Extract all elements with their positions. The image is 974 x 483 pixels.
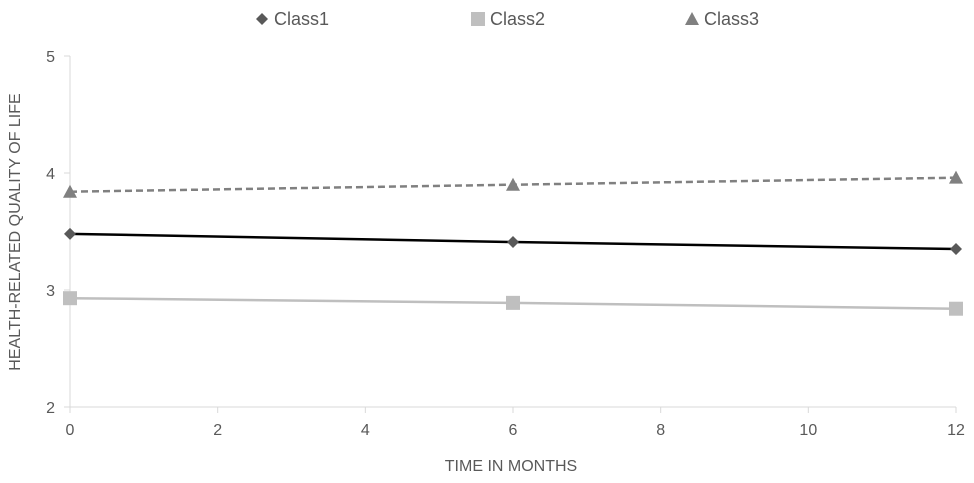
series-layer (63, 170, 963, 316)
x-tick-label: 12 (947, 422, 965, 439)
legend-item-class3: Class3 (685, 9, 759, 29)
x-axis-title: TIME IN MONTHS (445, 458, 577, 475)
x-tick-label: 4 (361, 422, 370, 439)
legend-marker (471, 12, 485, 26)
data-point (506, 295, 520, 310)
legend-marker (685, 12, 699, 25)
data-point (64, 227, 76, 240)
legend-item-class1: Class1 (256, 9, 329, 29)
data-point (949, 301, 963, 316)
y-tick-label: 2 (46, 400, 55, 417)
data-point (63, 184, 77, 198)
x-tick-label: 2 (213, 422, 222, 439)
x-tick-label: 6 (509, 422, 518, 439)
legend-label: Class3 (704, 9, 759, 29)
series-class1 (64, 227, 962, 256)
series-class3 (63, 170, 963, 198)
data-point (950, 243, 962, 256)
data-point (63, 291, 77, 306)
legend-label: Class2 (490, 9, 545, 29)
x-tick-label: 8 (656, 422, 665, 439)
data-point (506, 177, 520, 191)
legend-marker (256, 13, 268, 25)
x-tick-label: 10 (799, 422, 817, 439)
series-class2 (63, 291, 963, 316)
legend: Class1 Class2 Class3 (256, 9, 759, 29)
y-tick-label: 4 (46, 166, 55, 183)
legend-label: Class1 (274, 9, 329, 29)
y-axis-title: HEALTH-RELATED QUALITY OF LIFE (7, 93, 24, 370)
legend-item-class2: Class2 (471, 9, 545, 29)
x-tick-label: 0 (66, 422, 75, 439)
data-point (507, 236, 519, 249)
y-tick-label: 5 (46, 49, 55, 66)
data-point (949, 170, 963, 184)
y-tick-label: 3 (46, 283, 55, 300)
